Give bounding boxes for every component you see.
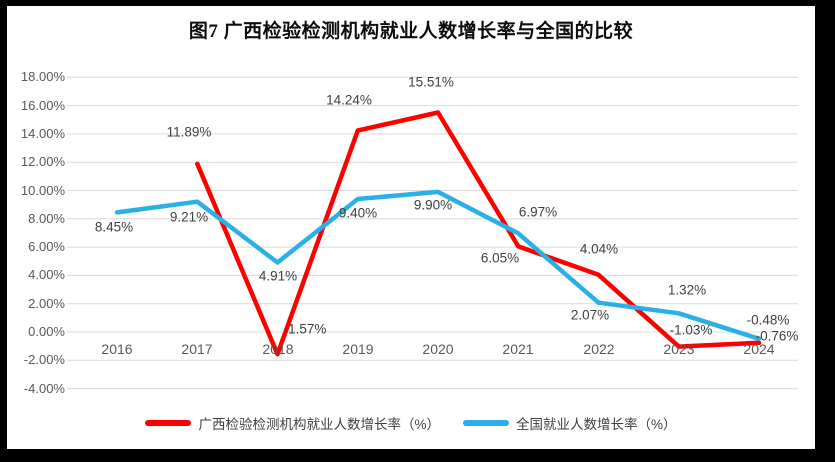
y-tick-label: 14.00% (20, 126, 65, 141)
data-label-national: 8.45% (94, 219, 134, 235)
data-label-guangxi: -1.57% (283, 321, 327, 337)
y-tick-label: 12.00% (20, 154, 65, 169)
chart-legend: 广西检验检测机构就业人数增长率（%） 全国就业人数增长率（%） (7, 413, 815, 433)
y-tick-label: 8.00% (28, 211, 65, 226)
x-tick-label: 2016 (101, 341, 133, 357)
chart-area: 图7 广西检验检测机构就业人数增长率与全国的比较 18.00% 16.00% 14.… (7, 6, 815, 449)
data-label-guangxi: 6.05% (480, 250, 520, 266)
legend-label-national: 全国就业人数增长率（%） (516, 417, 677, 432)
legend-item-national: 全国就业人数增长率（%） (463, 413, 677, 433)
data-label-guangxi: 11.89% (166, 124, 212, 140)
y-tick-label: 10.00% (20, 183, 65, 198)
data-label-national: 1.32% (667, 282, 707, 298)
y-tick-label: 18.00% (20, 69, 65, 84)
y-tick-label: 6.00% (28, 239, 65, 254)
x-tick-label: 2023 (663, 341, 695, 357)
red-line-swatch-icon (145, 420, 192, 426)
y-tick-label: 2.00% (28, 296, 65, 311)
data-label-national: 9.90% (413, 197, 453, 213)
data-label-guangxi: 15.51% (408, 74, 454, 90)
x-tick-label: 2022 (583, 341, 615, 357)
x-tick-label: 2017 (181, 341, 213, 357)
data-label-guangxi: 4.04% (579, 241, 619, 257)
x-tick-label: 2024 (743, 341, 775, 357)
data-label-guangxi: -1.03% (669, 322, 713, 338)
x-tick-label: 2018 (262, 341, 294, 357)
x-tick-label: 2021 (502, 341, 534, 357)
data-label-national: -0.48% (746, 312, 790, 328)
data-label-national: 4.91% (258, 268, 298, 284)
data-label-guangxi: 14.24% (326, 92, 372, 108)
data-label-guangxi: -0.76% (755, 328, 799, 344)
chart-title: 图7 广西检验检测机构就业人数增长率与全国的比较 (188, 21, 634, 42)
series-line-0 (195, 110, 762, 357)
line-chart (67, 76, 798, 390)
data-label-national: 9.21% (169, 209, 209, 225)
legend-item-guangxi: 广西检验检测机构就业人数增长率（%） (145, 413, 440, 433)
x-tick-label: 2019 (342, 341, 374, 357)
y-tick-label: -2.00% (23, 352, 65, 367)
data-label-national: 6.97% (518, 204, 558, 220)
x-tick-label: 2020 (422, 341, 454, 357)
y-tick-label: 0.00% (28, 324, 65, 339)
y-tick-label: -4.00% (23, 381, 65, 396)
data-label-national: 9.40% (338, 205, 378, 221)
y-tick-label: 16.00% (20, 98, 65, 113)
series-line-1 (114, 189, 762, 342)
data-label-national: 2.07% (570, 307, 610, 323)
y-tick-label: 4.00% (28, 267, 65, 282)
legend-label-guangxi: 广西检验检测机构就业人数增长率（%） (198, 417, 440, 432)
blue-line-swatch-icon (463, 420, 509, 426)
